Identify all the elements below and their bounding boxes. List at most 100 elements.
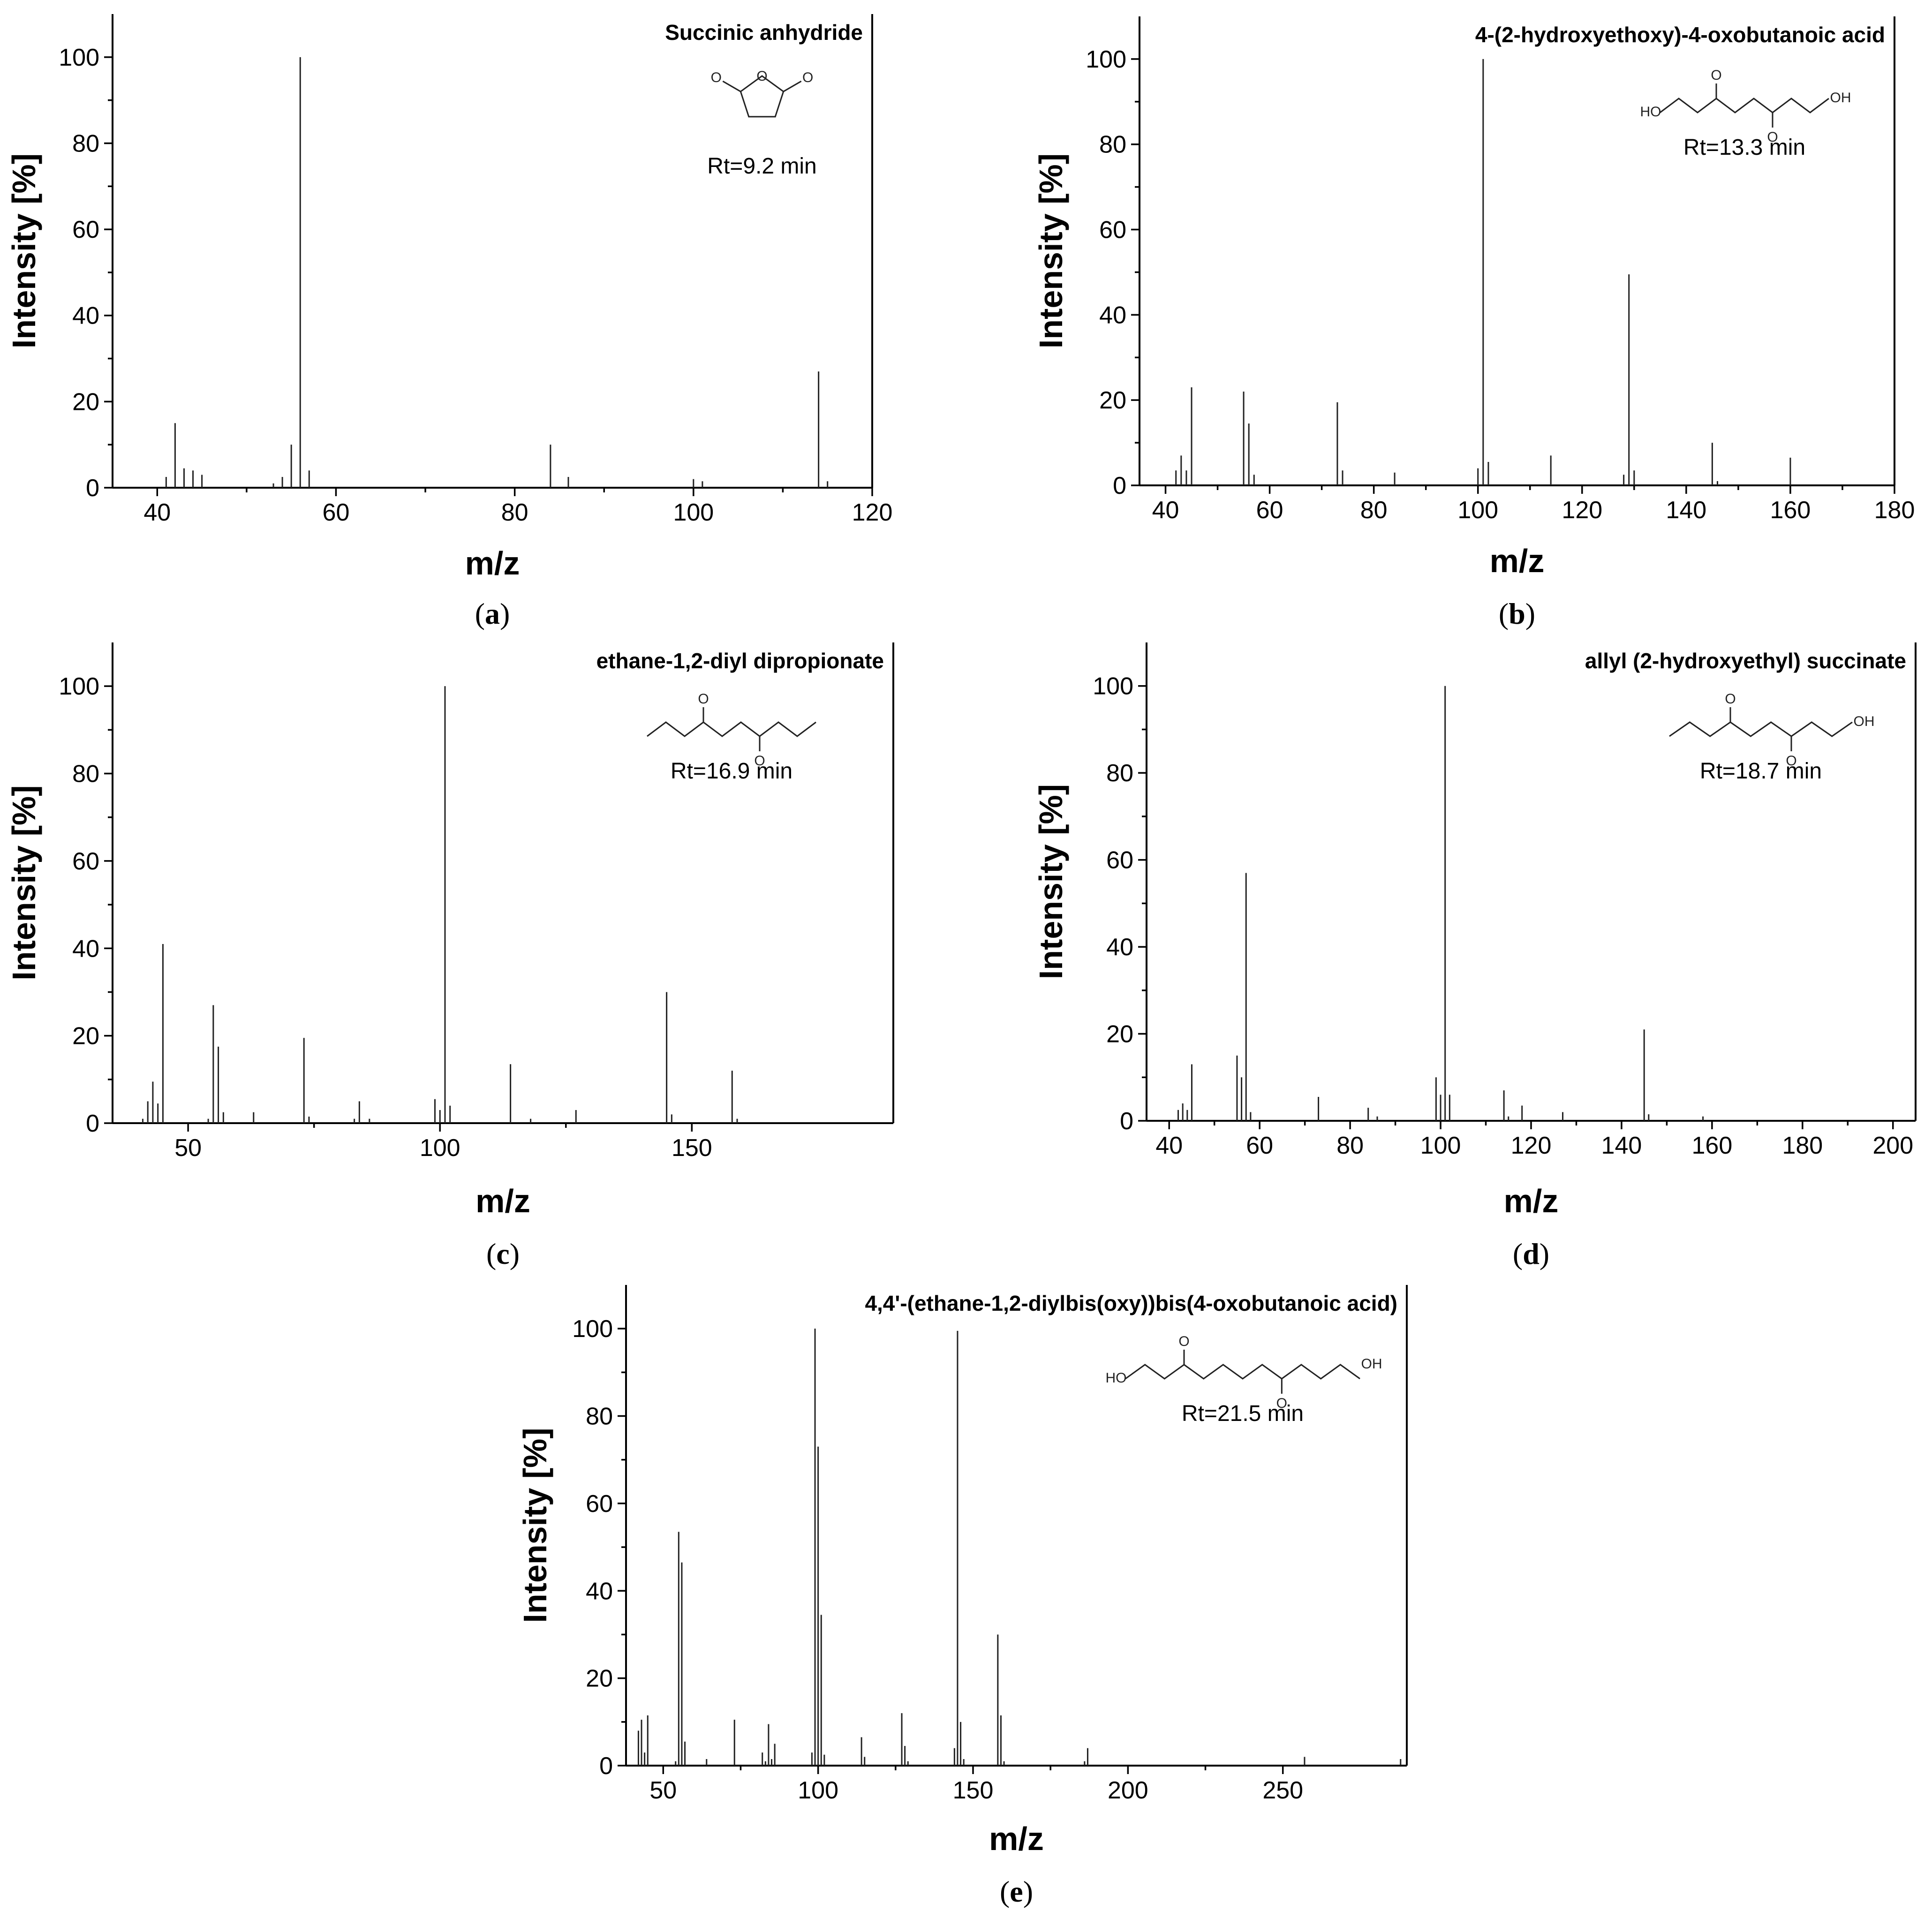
chart-title: ethane-1,2-diyl dipropionate xyxy=(596,649,884,673)
y-tick-label: 60 xyxy=(72,848,99,875)
molecule-atom-label: O xyxy=(711,70,722,85)
y-tick-label: 80 xyxy=(72,761,99,788)
x-tick-label: 120 xyxy=(852,499,893,526)
molecule-atom-label: OH xyxy=(1854,714,1875,729)
x-tick-label: 140 xyxy=(1601,1132,1642,1159)
molecule-atom-label: O xyxy=(1725,691,1736,707)
molecule-atom-label: HO xyxy=(1106,1370,1127,1386)
chart-panel-1: 0 20 40 60 80 100 40 60 80 100 120 m/z Intensity [%]… xyxy=(6,14,892,630)
molecule-bond xyxy=(647,721,816,737)
x-tick-label: 180 xyxy=(1874,497,1915,524)
x-tick-label: 40 xyxy=(143,499,171,526)
x-tick-label: 200 xyxy=(1872,1132,1913,1159)
y-tick-label: 20 xyxy=(72,388,99,415)
molecule-atom-label: HO xyxy=(1640,104,1661,120)
x-axis-title: m/z xyxy=(475,1183,530,1219)
chart-panel-5: 0 20 40 60 80 100 50 100 150 200 250 m/z Intensity [… xyxy=(517,1285,1408,1908)
y-tick-label: 100 xyxy=(59,673,99,700)
x-tick-label: 250 xyxy=(1262,1777,1303,1804)
y-tick-label: 20 xyxy=(586,1665,613,1692)
x-tick-label: 100 xyxy=(1457,497,1498,524)
x-tick-label: 160 xyxy=(1691,1132,1732,1159)
molecule-atom-label: O xyxy=(1276,1396,1287,1411)
y-axis-title: Intensity [%] xyxy=(6,153,42,348)
molecule-structure: O O HO OH xyxy=(1640,68,1851,145)
x-tick-label: 80 xyxy=(1336,1132,1364,1159)
molecule-bond xyxy=(1125,1364,1360,1380)
y-tick-label: 100 xyxy=(572,1315,613,1343)
molecule-atom-label: O xyxy=(1178,1334,1189,1349)
x-tick-label: 150 xyxy=(672,1134,712,1162)
x-axis-title: m/z xyxy=(465,545,520,582)
molecule-atom-label: O xyxy=(1786,753,1796,769)
x-tick-label: 80 xyxy=(1360,497,1388,524)
molecule-bond xyxy=(783,80,802,92)
y-axis-title: Intensity [%] xyxy=(6,785,42,980)
x-tick-label: 100 xyxy=(798,1777,838,1804)
molecule-atom-label: O xyxy=(698,691,709,707)
molecule-atom-label: OH xyxy=(1361,1356,1382,1372)
retention-time-label: Rt=9.2 min xyxy=(707,154,816,179)
y-tick-label: 40 xyxy=(586,1578,613,1605)
molecule-structure: OO xyxy=(647,691,816,769)
panel-label: (d) xyxy=(1513,1237,1549,1270)
y-tick-label: 60 xyxy=(1099,217,1126,244)
retention-time-label: Rt=21.5 min xyxy=(1182,1401,1304,1426)
x-tick-label: 160 xyxy=(1770,497,1811,524)
y-tick-label: 20 xyxy=(1106,1021,1133,1048)
y-tick-label: 100 xyxy=(59,44,99,71)
molecule-atom-label: O xyxy=(1767,129,1778,145)
y-tick-label: 40 xyxy=(72,302,99,330)
x-tick-label: 60 xyxy=(1246,1132,1273,1159)
y-tick-label: 80 xyxy=(1099,131,1126,159)
molecule-atom-label: O xyxy=(1711,68,1721,83)
molecule-ring xyxy=(740,75,785,118)
y-tick-label: 40 xyxy=(72,935,99,962)
panel-label: (e) xyxy=(1000,1875,1033,1908)
molecule-bond xyxy=(722,80,741,92)
x-tick-label: 60 xyxy=(1256,497,1283,524)
y-tick-label: 0 xyxy=(1120,1108,1133,1135)
retention-time-label: Rt=13.3 min xyxy=(1683,135,1805,160)
chart-title: 4,4'-(ethane-1,2-diylbis(oxy))bis(4-oxob… xyxy=(865,1291,1397,1315)
y-tick-label: 20 xyxy=(1099,387,1126,414)
molecule-atom-label: O xyxy=(754,753,765,769)
x-tick-label: 50 xyxy=(649,1777,677,1804)
y-tick-label: 100 xyxy=(1086,46,1126,73)
molecule-bond xyxy=(1660,98,1829,113)
retention-time-label: Rt=16.9 min xyxy=(671,759,792,784)
y-tick-label: 20 xyxy=(72,1023,99,1050)
x-tick-label: 180 xyxy=(1782,1132,1823,1159)
y-tick-label: 60 xyxy=(1106,847,1133,874)
y-tick-label: 40 xyxy=(1106,934,1133,961)
x-axis-title: m/z xyxy=(1490,543,1545,579)
x-tick-label: 150 xyxy=(953,1777,994,1804)
x-tick-label: 60 xyxy=(323,499,350,526)
panel-label: (c) xyxy=(486,1237,520,1270)
molecule-structure: OO O xyxy=(711,68,813,118)
y-tick-label: 0 xyxy=(599,1752,613,1780)
x-tick-label: 50 xyxy=(174,1134,202,1162)
y-axis-title: Intensity [%] xyxy=(1033,153,1069,348)
y-tick-label: 0 xyxy=(1113,472,1126,499)
x-tick-label: 200 xyxy=(1108,1777,1148,1804)
x-tick-label: 40 xyxy=(1155,1132,1183,1159)
x-tick-label: 140 xyxy=(1666,497,1706,524)
y-tick-label: 0 xyxy=(86,475,99,502)
x-tick-label: 100 xyxy=(1420,1132,1461,1159)
y-tick-label: 60 xyxy=(586,1490,613,1518)
y-tick-label: 80 xyxy=(72,130,99,157)
chart-title: 4-(2-hydroxyethoxy)-4-oxobutanoic acid xyxy=(1475,23,1885,47)
chart-panel-2: 0 20 40 60 80 100 40 60 80 100 120 140 160 180 m/z Inte… xyxy=(1033,16,1915,630)
panel-label: (a) xyxy=(475,597,510,630)
x-tick-label: 120 xyxy=(1562,497,1602,524)
chart-panel-3: 0 20 40 60 80 100 50 100 150 m/z Intensity [%] etha… xyxy=(6,642,894,1270)
chart-title: Succinic anhydride xyxy=(665,20,863,45)
molecule-atom-label: OH xyxy=(1830,90,1851,106)
y-axis-title: Intensity [%] xyxy=(1033,784,1069,979)
x-tick-label: 100 xyxy=(420,1134,460,1162)
y-tick-label: 0 xyxy=(86,1110,99,1137)
molecule-atom-label: O xyxy=(756,68,767,84)
y-tick-label: 80 xyxy=(586,1403,613,1430)
